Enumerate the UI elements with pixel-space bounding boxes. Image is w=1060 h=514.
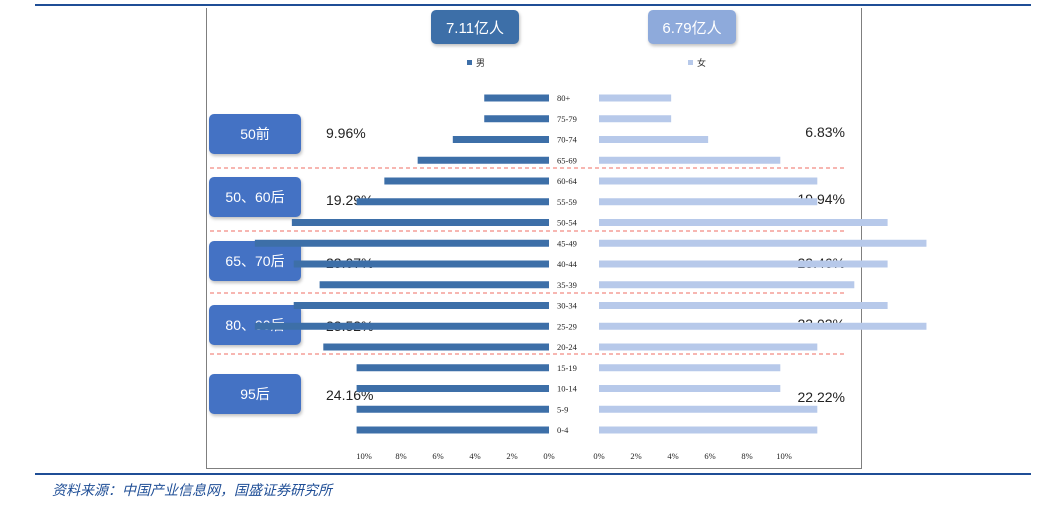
female-bar: [599, 219, 888, 226]
age-label: 65-69: [557, 155, 577, 165]
age-label: 55-59: [557, 197, 577, 207]
male-bar: [484, 94, 549, 102]
age-label: 80+: [557, 93, 571, 103]
legend-male-label: 男: [476, 58, 486, 68]
male-bar: [293, 302, 549, 309]
male-bar: [417, 156, 549, 164]
male-bar: [356, 198, 549, 206]
male-bar: [356, 364, 549, 372]
source-note: 资料来源：中国产业信息网，国盛证券研究所: [52, 483, 332, 499]
age-label: 10-14: [557, 384, 578, 394]
age-label: 30-34: [557, 301, 578, 311]
x-tick-label: 10%: [776, 451, 792, 461]
age-label: 0-4: [557, 425, 569, 435]
female-bar: [599, 260, 888, 268]
generation-label: 95后: [209, 374, 301, 414]
male-bar: [356, 405, 549, 413]
male-total-box: 7.11亿人: [431, 10, 519, 44]
x-tick-label: 6%: [432, 451, 443, 461]
age-label: 45-49: [557, 238, 577, 248]
x-tick-label: 0%: [543, 451, 554, 461]
age-label: 60-64: [557, 176, 578, 186]
female-bar: [599, 364, 781, 372]
x-tick-label: 2%: [630, 451, 641, 461]
male-bar: [291, 219, 549, 226]
legend-female-label: 女: [697, 58, 707, 68]
generation-label: 65、70后: [209, 241, 301, 281]
male-bar: [254, 239, 549, 247]
age-label: 40-44: [557, 259, 578, 269]
age-label: 75-79: [557, 114, 577, 124]
female-share: 22.22%: [797, 389, 845, 405]
female-bar: [599, 281, 855, 289]
female-bar: [599, 426, 818, 434]
female-bar: [599, 405, 818, 413]
age-label: 5-9: [557, 404, 568, 414]
x-tick-label: 10%: [356, 451, 372, 461]
male-bar: [319, 281, 549, 289]
female-bar: [599, 94, 672, 102]
age-label: 25-29: [557, 321, 577, 331]
generation-label: 50、60后: [209, 177, 301, 217]
age-label: 35-39: [557, 280, 577, 290]
x-tick-label: 8%: [741, 451, 752, 461]
age-label: 70-74: [557, 135, 578, 145]
female-bar: [599, 343, 818, 351]
age-label: 50-54: [557, 218, 578, 228]
male-bar: [323, 343, 549, 351]
female-bar: [599, 385, 781, 392]
bottom-rule: [35, 473, 1031, 475]
legend-female: 女: [688, 56, 706, 69]
female-bar: [599, 198, 818, 206]
top-rule: [35, 4, 1031, 6]
male-bar: [452, 136, 549, 143]
x-tick-label: 6%: [704, 451, 715, 461]
female-bar: [599, 322, 927, 330]
male-bar: [254, 322, 549, 330]
male-bar: [356, 426, 549, 434]
male-bar: [356, 385, 549, 392]
female-bar: [599, 239, 927, 247]
female-bar: [599, 156, 781, 164]
x-tick-label: 4%: [469, 451, 480, 461]
male-bar: [484, 115, 549, 123]
female-total-box: 6.79亿人: [648, 10, 736, 44]
x-tick-label: 2%: [506, 451, 517, 461]
chart-frame: [206, 8, 862, 469]
legend-female-swatch: [688, 60, 693, 65]
x-tick-label: 8%: [395, 451, 406, 461]
female-share: 6.83%: [805, 124, 845, 140]
female-bar: [599, 115, 672, 123]
male-bar: [384, 177, 549, 185]
male-share: 9.96%: [326, 125, 366, 141]
age-label: 15-19: [557, 363, 577, 373]
x-tick-label: 4%: [667, 451, 678, 461]
legend-male-swatch: [467, 60, 472, 65]
x-tick-label: 0%: [593, 451, 604, 461]
male-bar: [293, 260, 549, 268]
female-bar: [599, 136, 709, 143]
generation-label: 50前: [209, 114, 301, 154]
legend-male: 男: [467, 56, 485, 69]
female-bar: [599, 302, 888, 309]
age-label: 20-24: [557, 342, 578, 352]
female-bar: [599, 177, 818, 185]
